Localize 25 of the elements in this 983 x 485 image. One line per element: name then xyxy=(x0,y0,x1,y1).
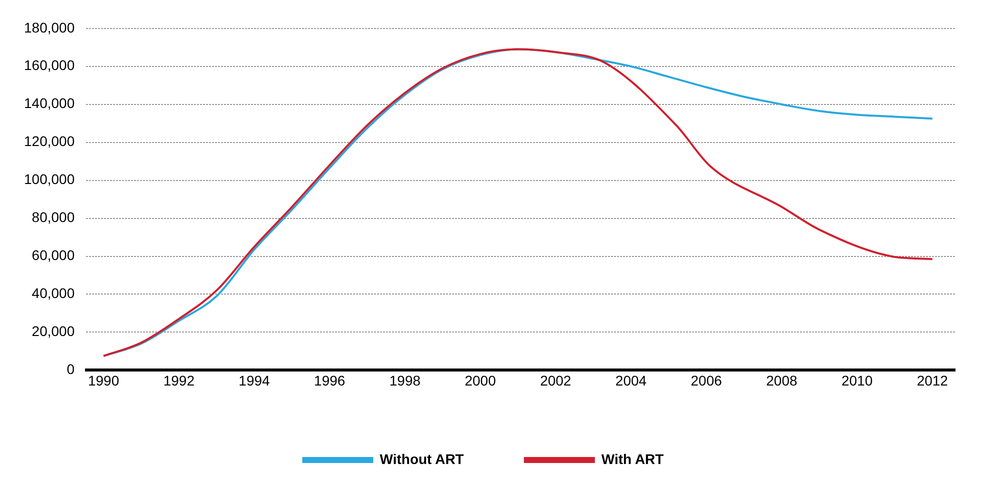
x-tick-label: 2002 xyxy=(540,372,572,388)
y-tick-label: 120,000 xyxy=(24,133,75,150)
x-tick-label: 2008 xyxy=(766,372,798,388)
legend-label: With ART xyxy=(601,450,664,467)
line-series xyxy=(102,48,934,357)
y-tick-label: 80,000 xyxy=(32,209,75,226)
x-tick-label: 1998 xyxy=(389,372,421,388)
y-tick-label: 180,000 xyxy=(24,19,75,36)
y-tick-label: 160,000 xyxy=(24,57,75,74)
x-tick-label: 1994 xyxy=(238,372,270,388)
x-tick-label: 2010 xyxy=(841,372,873,388)
x-tick-label: 1996 xyxy=(314,372,346,388)
y-tick-label: 0 xyxy=(66,361,75,378)
x-tick-label: 1992 xyxy=(163,372,195,388)
y-tick-label: 40,000 xyxy=(32,285,75,302)
y-tick-label: 100,000 xyxy=(24,171,75,188)
x-tick-label: 2012 xyxy=(916,372,948,388)
y-tick-label: 20,000 xyxy=(32,323,75,340)
x-tick-label: 2004 xyxy=(615,372,647,388)
x-tick-label: 2000 xyxy=(464,372,496,388)
y-tick-label: 60,000 xyxy=(32,247,75,264)
legend-label: Without ART xyxy=(380,450,464,467)
y-tick-label: 140,000 xyxy=(24,95,75,112)
x-tick-label: 2006 xyxy=(690,372,722,388)
x-tick-label: 1990 xyxy=(88,372,120,388)
